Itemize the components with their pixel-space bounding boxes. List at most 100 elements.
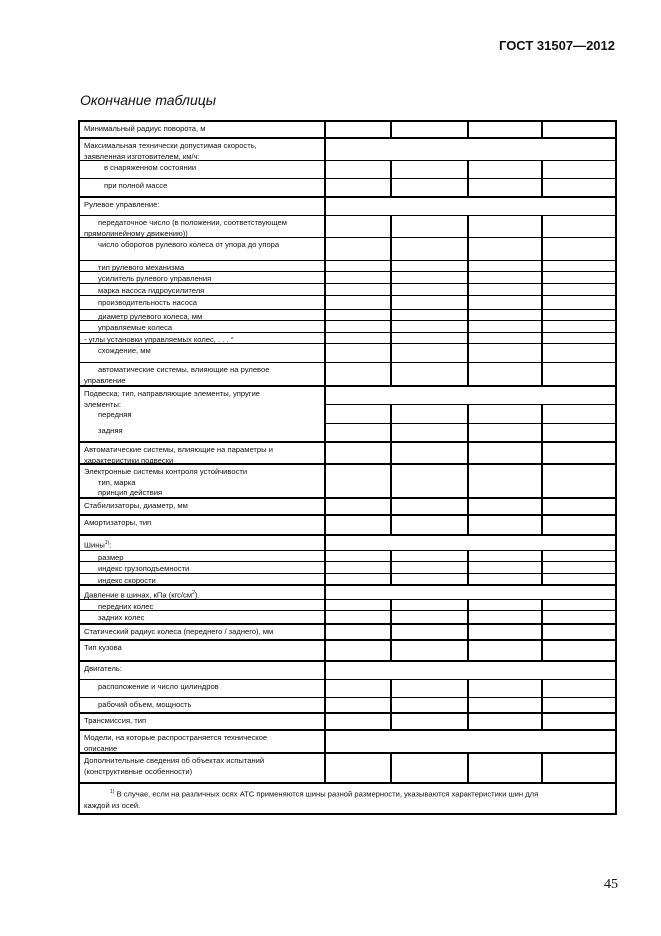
value-cell[interactable] [469,272,543,283]
value-cell[interactable] [469,499,543,514]
value-cell[interactable] [469,310,543,320]
value-cell[interactable] [326,321,392,332]
value-cell[interactable] [469,333,543,343]
value-cell[interactable] [469,284,543,295]
value-cell[interactable] [392,333,469,343]
value-cell[interactable] [469,344,543,362]
value-cell[interactable] [543,465,617,497]
value-cell[interactable] [326,333,392,343]
value-cell[interactable] [392,122,469,137]
value-cell[interactable] [543,344,617,362]
merged-value-cell[interactable] [326,731,617,752]
value-cell[interactable] [326,272,392,283]
value-cell[interactable] [392,754,469,782]
value-cell[interactable] [326,238,392,260]
value-cell[interactable] [326,562,392,573]
value-cell[interactable] [392,161,469,178]
value-cell[interactable] [392,296,469,309]
value-cell[interactable] [392,499,469,514]
merged-value-cell[interactable] [326,586,617,599]
value-cell[interactable] [392,443,469,463]
value-cell[interactable] [326,261,392,271]
value-cell[interactable] [543,296,617,309]
value-cell[interactable] [543,333,617,343]
value-cell[interactable] [392,551,469,561]
value-cell[interactable] [326,179,392,196]
value-cell[interactable] [543,272,617,283]
value-cell[interactable] [392,284,469,295]
value-cell[interactable] [543,611,617,623]
merged-value-cell[interactable] [326,662,617,679]
value-cell[interactable] [392,321,469,332]
value-cell[interactable] [392,641,469,660]
merged-value-cell[interactable] [326,536,617,550]
value-cell[interactable] [392,611,469,623]
value-cell[interactable] [326,424,392,441]
value-cell[interactable] [326,698,392,712]
value-cell[interactable] [326,754,392,782]
value-cell[interactable] [392,574,469,584]
value-cell[interactable] [469,238,543,260]
value-cell[interactable] [543,443,617,463]
value-cell[interactable] [543,405,617,423]
value-cell[interactable] [326,499,392,514]
value-cell[interactable] [543,284,617,295]
value-cell[interactable] [469,122,543,137]
value-cell[interactable] [543,680,617,697]
value-cell[interactable] [326,122,392,137]
value-cell[interactable] [543,698,617,712]
value-cell[interactable] [469,551,543,561]
value-cell[interactable] [326,443,392,463]
value-cell[interactable] [326,714,392,729]
value-cell[interactable] [392,465,469,497]
value-cell[interactable] [469,405,543,423]
value-cell[interactable] [469,600,543,610]
value-cell[interactable] [469,574,543,584]
value-cell[interactable] [469,698,543,712]
value-cell[interactable] [392,179,469,196]
value-cell[interactable] [543,641,617,660]
value-cell[interactable] [543,574,617,584]
value-cell[interactable] [469,321,543,332]
value-cell[interactable] [469,179,543,196]
merged-value-cell[interactable] [326,139,617,160]
value-cell[interactable] [326,641,392,660]
value-cell[interactable] [543,161,617,178]
value-cell[interactable] [326,161,392,178]
value-cell[interactable] [469,641,543,660]
value-cell[interactable] [469,714,543,729]
value-cell[interactable] [326,465,392,497]
value-cell[interactable] [543,600,617,610]
value-cell[interactable] [392,516,469,534]
value-cell[interactable] [326,405,392,423]
value-cell[interactable] [392,238,469,260]
value-cell[interactable] [326,344,392,362]
value-cell[interactable] [392,562,469,573]
value-cell[interactable] [392,344,469,362]
value-cell[interactable] [392,405,469,423]
value-cell[interactable] [469,680,543,697]
value-cell[interactable] [326,296,392,309]
value-cell[interactable] [326,516,392,534]
value-cell[interactable] [543,179,617,196]
value-cell[interactable] [469,562,543,573]
value-cell[interactable] [543,310,617,320]
value-cell[interactable] [543,321,617,332]
value-cell[interactable] [392,261,469,271]
value-cell[interactable] [543,122,617,137]
value-cell[interactable] [543,625,617,639]
value-cell[interactable] [392,714,469,729]
value-cell[interactable] [469,216,543,237]
value-cell[interactable] [392,216,469,237]
value-cell[interactable] [543,499,617,514]
value-cell[interactable] [392,698,469,712]
value-cell[interactable] [543,551,617,561]
value-cell[interactable] [543,516,617,534]
value-cell[interactable] [392,600,469,610]
value-cell[interactable] [392,424,469,441]
value-cell[interactable] [469,363,543,385]
value-cell[interactable] [392,310,469,320]
value-cell[interactable] [469,465,543,497]
value-cell[interactable] [543,238,617,260]
merged-value-cell[interactable] [326,198,617,215]
